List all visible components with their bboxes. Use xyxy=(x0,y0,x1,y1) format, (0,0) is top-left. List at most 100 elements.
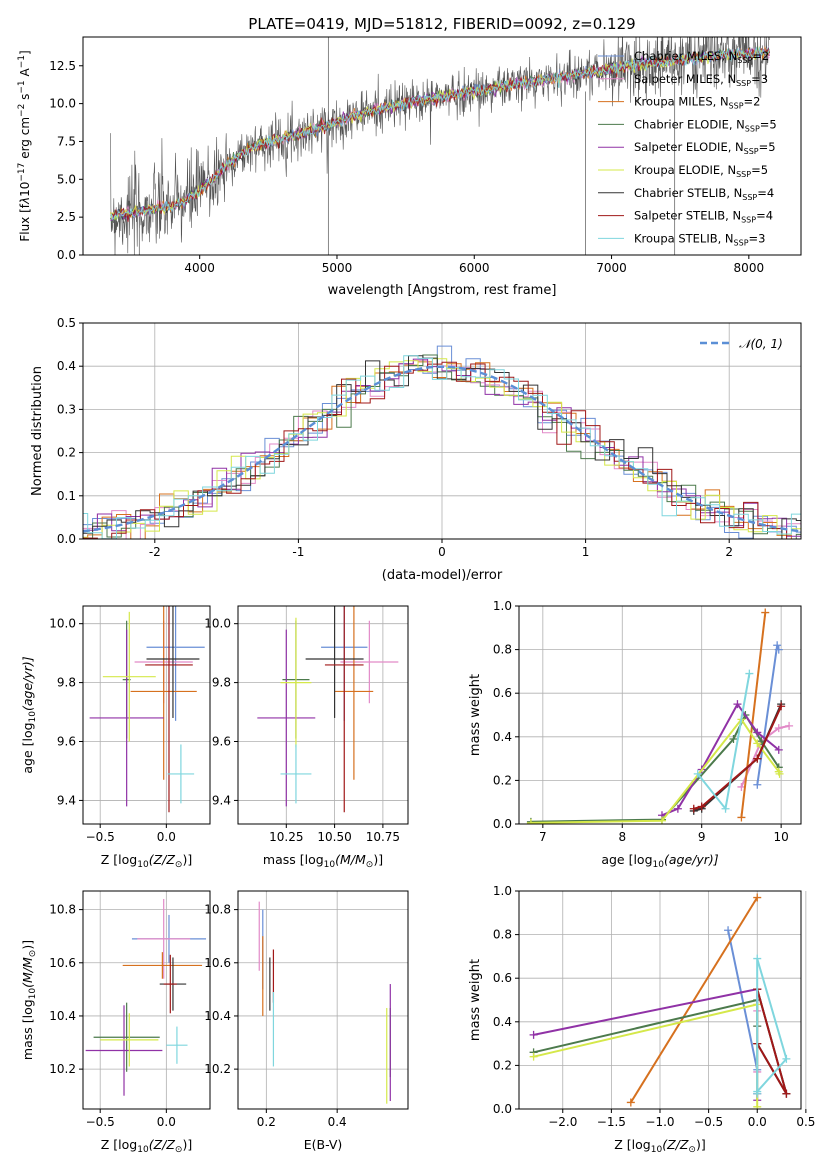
label-part: 10 xyxy=(28,988,38,1000)
x-tick-label: −0.5 xyxy=(694,1115,723,1129)
label-part: age [log xyxy=(601,852,652,867)
axes-frame xyxy=(237,890,409,1110)
legend-entry-subscript: SSP xyxy=(736,79,751,88)
legend-entry: 𝒩(0, 1) xyxy=(739,337,783,351)
y-tick-label: 10.0 xyxy=(204,617,231,631)
x-tick-label: 5000 xyxy=(322,261,353,275)
figure-title: PLATE=0419, MJD=51812, FIBERID=0092, z=0… xyxy=(248,15,635,33)
series-marker xyxy=(657,816,666,824)
y-tick-label: 10.2 xyxy=(49,1062,76,1076)
label-part: Flux [f xyxy=(18,203,32,241)
label-part: 10 xyxy=(324,860,336,870)
axes-age-vs-mass: 10.25 10.50 10.75 9.4 9.6 9.8 10.0 mass [log10(… xyxy=(204,605,409,870)
legend-entry: Salpeter MILES, NSSP=3 xyxy=(634,72,768,88)
axes-weight-vs-age: 7 8 9 10 0.0 0.2 0.4 0.6 0.8 1.0 mass weight age [l… xyxy=(468,599,802,870)
x-tick-label: 0 xyxy=(438,545,446,559)
histogram-step xyxy=(83,355,801,539)
axes-residuals: -2 -1 0 1 2 0.0 0.1 0.2 0.3 0.4 0.5 (data-model)/er… xyxy=(30,316,802,583)
label-part: Z [log xyxy=(101,1137,137,1152)
legend-entry-count: =4 xyxy=(757,186,774,200)
x-tick-label: 0.0 xyxy=(157,1115,176,1129)
x-tick-label: 8 xyxy=(618,830,626,844)
series-marker xyxy=(773,641,782,650)
series-marker xyxy=(529,1030,538,1039)
series-marker xyxy=(782,1054,791,1063)
y-tick-label: 12.5 xyxy=(49,59,76,73)
series-marker xyxy=(775,769,784,778)
y-tick-label: 0.5 xyxy=(57,316,76,330)
label-part: (M/M xyxy=(20,957,35,988)
label-part: erg cm xyxy=(18,117,32,163)
series-marker xyxy=(729,734,738,743)
y-tick-label: 1.0 xyxy=(493,599,512,613)
x-tick-label: -2 xyxy=(149,545,161,559)
y-tick-label: 0.0 xyxy=(493,1102,512,1116)
x-tick-label: −1.5 xyxy=(597,1115,626,1129)
x-tick-label: 1 xyxy=(582,545,590,559)
x-tick-label: -1 xyxy=(292,545,304,559)
y-tick-label: 7.5 xyxy=(57,134,76,148)
axes-age-vs-Z: −0.5 0.09.49.69.810.0Z [log10(Z/Z⊙)]age [… xyxy=(20,605,211,870)
x-tick-label: 0.4 xyxy=(328,1115,347,1129)
legend-entry: Salpeter ELODIE, NSSP=5 xyxy=(634,140,776,156)
y-tick-label: 0.2 xyxy=(493,1058,512,1072)
legend-entry-subscript: SSP xyxy=(736,170,751,179)
legend-entry-subscript: SSP xyxy=(741,216,756,225)
plot-area xyxy=(83,345,801,539)
label-part: (Z/Z xyxy=(149,1137,176,1152)
histogram-step xyxy=(83,355,801,539)
x-axis-label: Z [log10(Z/Z⊙)] xyxy=(614,1137,705,1155)
legend-entry: Chabrier MILES, NSSP=2 xyxy=(634,49,769,65)
y-tick-label: 0.4 xyxy=(493,1015,512,1029)
y-tick-label: 0.2 xyxy=(57,446,76,460)
series-marker xyxy=(753,739,762,748)
axes-frame xyxy=(518,605,802,825)
series-line xyxy=(661,702,780,817)
label-part: 10 xyxy=(18,182,32,197)
y-tick-label: 9.8 xyxy=(57,676,76,690)
label-part: ⊙ xyxy=(366,860,374,870)
legend-entry-label: Salpeter ELODIE, N xyxy=(634,140,744,154)
x-axis-label: (data-model)/error xyxy=(382,568,503,583)
x-tick-label: 0.5 xyxy=(796,1115,815,1129)
legend-entry: Kroupa MILES, NSSP=2 xyxy=(634,95,760,111)
series-marker xyxy=(733,700,742,709)
x-tick-label: 0.0 xyxy=(157,830,176,844)
plot-area xyxy=(526,608,794,824)
y-tick-label: 0.0 xyxy=(57,248,76,262)
legend-entry-subscript: SSP xyxy=(734,238,749,247)
axes-frame xyxy=(82,605,211,825)
x-axis-label: age [log10(age/yr)] xyxy=(601,852,718,870)
y-tick-label: 0.0 xyxy=(493,817,512,831)
x-axis-label: Z [log10(Z/Z⊙)] xyxy=(101,1137,192,1155)
legend-entry: Chabrier ELODIE, NSSP=5 xyxy=(634,117,777,133)
legend-entry-count: =3 xyxy=(749,231,766,245)
label-part: )] xyxy=(20,940,35,950)
series-marker xyxy=(526,818,535,824)
label-part: A xyxy=(18,68,32,81)
y-tick-label: 0.6 xyxy=(493,686,512,700)
legend: Chabrier MILES, NSSP=2 Salpeter MILES, NS… xyxy=(598,49,777,247)
x-axis-label: wavelength [Angstrom, rest frame] xyxy=(328,283,557,298)
label-part: Z [log xyxy=(614,1137,650,1152)
label-part: 10 xyxy=(137,860,149,870)
legend-entry-count: =5 xyxy=(751,163,768,177)
legend-entry-subscript: SSP xyxy=(745,124,760,133)
axes-frame xyxy=(82,890,211,1110)
axes-weight-vs-Z: −2.0 −1.5 −1.0 −0.5 0.0 0.5 0.0 0.2 0.4 0.6 0.8 1.0… xyxy=(468,884,815,1155)
label-part: )] xyxy=(182,852,192,867)
x-tick-label: 6000 xyxy=(459,261,490,275)
series-marker xyxy=(753,780,762,789)
x-tick-label: 9 xyxy=(698,830,706,844)
label-part: (Z/Z xyxy=(149,852,176,867)
y-tick-label: 0.2 xyxy=(493,773,512,787)
x-tick-label: 2 xyxy=(725,545,733,559)
label-part: (Z/Z xyxy=(662,1137,689,1152)
y-tick-label: 9.4 xyxy=(212,793,231,807)
label-part: −1 xyxy=(17,55,27,68)
x-tick-label: 7000 xyxy=(596,261,627,275)
y-tick-label: 0.3 xyxy=(57,402,76,416)
y-tick-label: 0.4 xyxy=(57,359,76,373)
y-tick-label: 10.4 xyxy=(49,1009,76,1023)
